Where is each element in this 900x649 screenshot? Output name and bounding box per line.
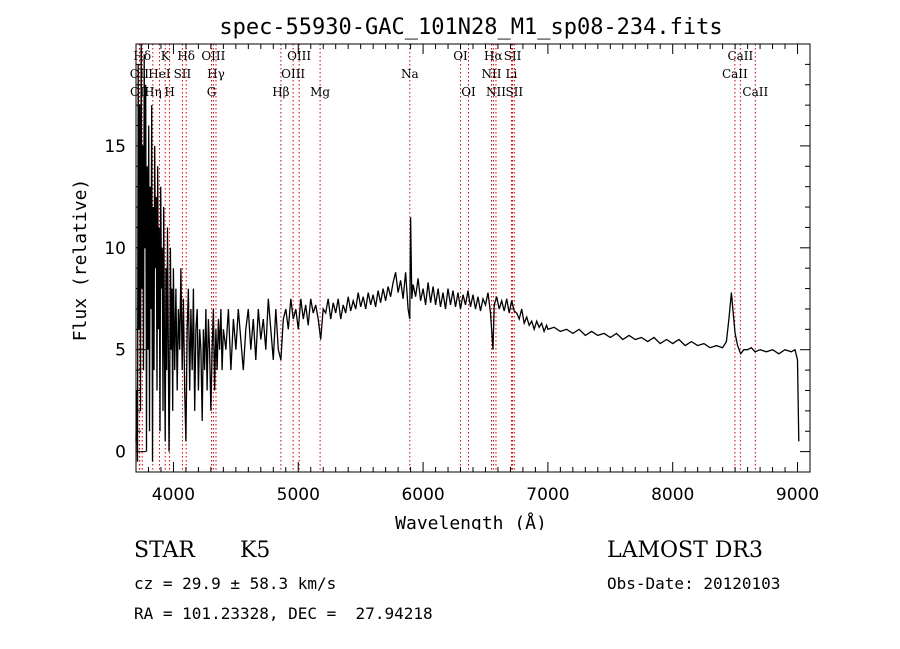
spectral-line-label: Hδ bbox=[177, 49, 195, 63]
x-axis: 4000 5000 6000 7000 8000 9000 bbox=[135, 44, 819, 505]
spectral-line-label: NII bbox=[486, 85, 506, 99]
spectral-line-label: SII bbox=[505, 85, 523, 99]
spectral-line-label: NII bbox=[481, 67, 501, 81]
redshift-text: cz = 29.9 ± 58.3 km/s bbox=[134, 574, 337, 593]
spectral-line-label: Hη bbox=[144, 85, 162, 99]
survey-name: LAMOST DR3 bbox=[607, 538, 763, 563]
x-tick-label: 8000 bbox=[651, 485, 694, 505]
x-tick-label: 6000 bbox=[401, 485, 444, 505]
object-class: STAR bbox=[134, 538, 195, 563]
spectral-line-label: OI bbox=[461, 85, 476, 99]
obs-date-text: Obs-Date: 20120103 bbox=[607, 574, 781, 593]
spectral-line-label: Li bbox=[506, 67, 518, 81]
x-tick-label: 9000 bbox=[776, 485, 819, 505]
spectral-line-label: Hβ bbox=[272, 85, 289, 99]
y-tick-label: 15 bbox=[104, 137, 126, 157]
spectral-line-label: HeI bbox=[148, 67, 171, 81]
spectrum-chart: spec-55930-GAC_101N28_M1_sp08-234.fits O… bbox=[70, 15, 819, 530]
x-tick-label: 4000 bbox=[152, 485, 195, 505]
x-tick-label: 5000 bbox=[277, 485, 320, 505]
spectral-line-label: CaII bbox=[727, 49, 753, 63]
spectral-line-label: SII bbox=[174, 67, 192, 81]
flux-series-line bbox=[135, 43, 800, 462]
y-tick-label: 5 bbox=[115, 341, 126, 361]
spectral-line-label: Na bbox=[401, 67, 419, 81]
chart-title: spec-55930-GAC_101N28_M1_sp08-234.fits bbox=[219, 15, 722, 40]
spectral-line-label: OIII bbox=[201, 49, 225, 63]
spectral-line-label: H bbox=[164, 85, 174, 99]
y-axis-label: Flux (relative) bbox=[70, 179, 91, 342]
spectral-line-label: SII bbox=[504, 49, 522, 63]
y-tick-label: 10 bbox=[104, 239, 126, 259]
x-axis-label: Wavelength (Å) bbox=[395, 512, 547, 530]
spectral-line-label: CaII bbox=[742, 85, 768, 99]
spectral-line-label: OIII bbox=[281, 67, 305, 81]
object-subclass: K5 bbox=[240, 538, 271, 563]
spectral-line-label: CaII bbox=[722, 67, 748, 81]
spectral-line-label: K bbox=[161, 49, 171, 63]
y-axis: 0 5 10 15 bbox=[104, 63, 810, 473]
spectral-line-label: OI bbox=[453, 49, 468, 63]
spectral-line-label: Mg bbox=[310, 85, 330, 99]
spectral-line-label: Hα bbox=[484, 49, 503, 63]
spectral-line-markers bbox=[138, 44, 756, 472]
spectral-line-label: OIII bbox=[287, 49, 311, 63]
y-tick-label: 0 bbox=[115, 443, 126, 463]
spectral-line-label: Hγ bbox=[207, 67, 225, 81]
plot-frame bbox=[135, 43, 811, 473]
coordinates-text: RA = 101.23328, DEC = 27.94218 bbox=[134, 604, 433, 623]
spectral-line-label: G bbox=[207, 85, 217, 99]
spectral-line-label: Hδ bbox=[133, 49, 151, 63]
spectral-line-label: OII bbox=[130, 67, 150, 81]
x-tick-label: 7000 bbox=[526, 485, 569, 505]
